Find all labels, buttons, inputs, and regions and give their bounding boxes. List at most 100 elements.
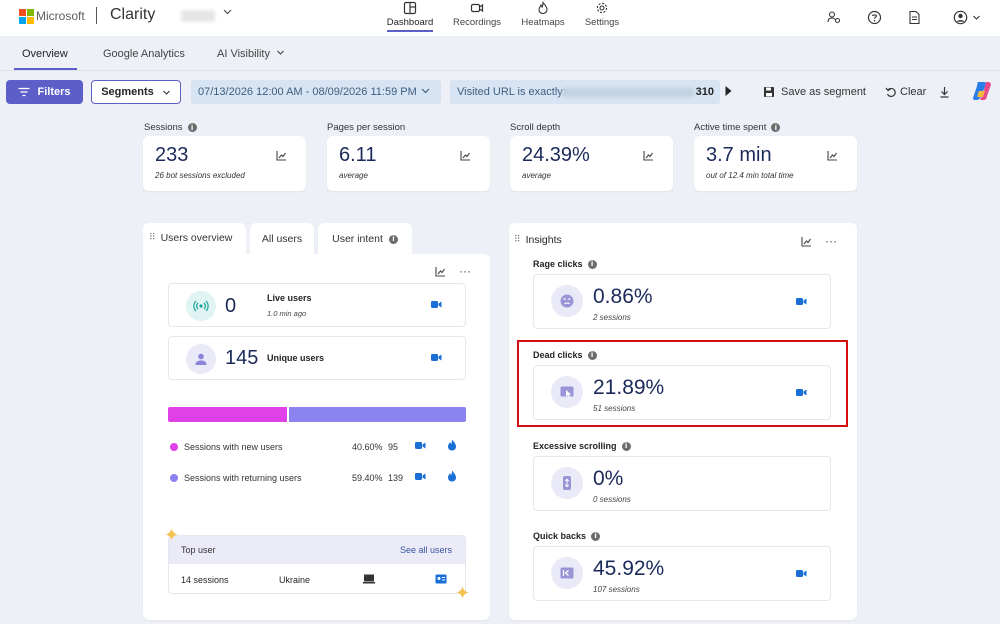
project-name-redacted[interactable] <box>181 10 215 22</box>
document-icon[interactable] <box>905 8 923 26</box>
url-redacted <box>562 88 694 97</box>
trend-chart-icon[interactable] <box>460 150 471 161</box>
tab-user-intent[interactable]: User intent i <box>318 223 412 255</box>
top-user-country: Ukraine <box>279 575 311 585</box>
insight-label-text: Rage clicks <box>533 259 583 269</box>
tab-all-users[interactable]: All users <box>250 223 314 255</box>
insight-value: 21.89% <box>593 376 665 399</box>
metric-scroll-sub: average <box>522 171 551 180</box>
contact-card-icon[interactable] <box>435 574 447 584</box>
metric-sessions-title: Sessions i <box>144 122 197 133</box>
insight-sessions: 0 sessions <box>593 495 631 504</box>
metric-card-pages-per-session: 6.11 average <box>327 136 490 191</box>
active-tab-indicator <box>14 68 77 70</box>
returning-users-bar[interactable] <box>288 407 466 422</box>
save-segment-button[interactable]: Save as segment <box>763 86 866 98</box>
brand-microsoft: Microsoft <box>36 9 85 23</box>
url-filter-chip[interactable]: Visited URL is exactly: 310 <box>450 80 720 104</box>
dashboard-icon <box>403 1 417 15</box>
see-all-users-link[interactable]: See all users <box>399 545 452 555</box>
trend-chart-icon[interactable] <box>801 236 812 247</box>
metric-card-scroll-depth: 24.39% average <box>510 136 673 191</box>
metric-sessions-value: 233 <box>155 144 189 166</box>
segments-button-label: Segments <box>101 86 154 98</box>
user-split-bar <box>168 407 466 422</box>
trend-chart-icon[interactable] <box>435 266 446 277</box>
project-chevron-down-icon[interactable] <box>222 6 233 20</box>
insight-value: 0% <box>593 467 624 490</box>
tab-google-analytics[interactable]: Google Analytics <box>103 48 185 60</box>
nav-recordings-label: Recordings <box>452 17 502 28</box>
chevron-down-icon <box>277 50 284 55</box>
trend-chart-icon[interactable] <box>643 150 654 161</box>
new-users-bar[interactable] <box>168 407 289 422</box>
people-settings-icon[interactable] <box>825 8 843 26</box>
segments-button[interactable]: Segments <box>91 80 181 104</box>
insight-value: 45.92% <box>593 557 665 580</box>
tab-overview[interactable]: Overview <box>22 48 68 60</box>
microsoft-logo-icon <box>19 9 34 24</box>
video-camera-icon <box>470 3 484 13</box>
clear-button[interactable]: Clear <box>885 86 926 98</box>
tab-users-overview[interactable]: ⠿ Users overview <box>143 223 246 255</box>
help-icon[interactable] <box>865 8 883 26</box>
info-icon[interactable]: i <box>771 123 781 132</box>
trend-chart-icon[interactable] <box>827 150 838 161</box>
insight-card-rage-clicks[interactable]: 0.86% 2 sessions <box>533 274 831 329</box>
nav-heatmaps[interactable]: Heatmaps <box>511 1 575 28</box>
video-camera-icon[interactable] <box>796 388 807 397</box>
nav-recordings[interactable]: Recordings <box>445 1 509 28</box>
download-icon[interactable] <box>939 86 950 98</box>
trend-chart-icon[interactable] <box>276 150 287 161</box>
tab-ai-visibility[interactable]: AI Visibility <box>217 48 285 60</box>
heatmap-flame-icon[interactable] <box>447 470 457 482</box>
more-options-icon[interactable]: ··· <box>825 234 837 248</box>
filters-button[interactable]: Filters <box>6 80 83 104</box>
drag-handle-icon[interactable]: ⠿ <box>514 235 521 245</box>
info-icon[interactable]: i <box>388 234 398 244</box>
insights-panel-tools: ··· <box>801 234 837 248</box>
segment-label: Sessions with new users <box>184 442 283 452</box>
metric-active-sub: out of 12.4 min total time <box>706 171 794 180</box>
insight-card-quick-backs[interactable]: 45.92% 107 sessions <box>533 546 831 601</box>
video-camera-icon[interactable] <box>415 472 426 481</box>
date-range-picker[interactable]: 07/13/2026 12:00 AM - 08/09/2026 11:59 P… <box>191 80 441 104</box>
video-camera-icon[interactable] <box>415 441 426 450</box>
info-icon[interactable]: i <box>621 441 631 451</box>
info-icon[interactable]: i <box>591 531 601 541</box>
insights-title: Insights <box>525 234 562 246</box>
nav-settings[interactable]: Settings <box>570 1 634 28</box>
video-camera-icon[interactable] <box>431 353 442 362</box>
more-options-icon[interactable]: ··· <box>459 264 471 278</box>
date-range-value: 07/13/2026 12:00 AM - 08/09/2026 11:59 P… <box>198 86 417 98</box>
top-bar: Microsoft Clarity Dashboard Recordings H… <box>0 0 1000 36</box>
flame-icon <box>538 1 548 15</box>
person-icon <box>186 344 216 374</box>
nav-dashboard[interactable]: Dashboard <box>378 1 442 32</box>
heatmap-flame-icon[interactable] <box>447 439 457 451</box>
metric-card-active-time: 3.7 min out of 12.4 min total time <box>694 136 857 191</box>
info-icon[interactable]: i <box>187 123 197 132</box>
video-camera-icon[interactable] <box>431 300 442 309</box>
info-icon[interactable]: i <box>587 350 597 360</box>
drag-handle-icon[interactable]: ⠿ <box>149 233 156 243</box>
undo-icon <box>885 87 896 98</box>
top-user-row[interactable]: 14 sessions Ukraine <box>169 564 465 593</box>
insight-card-excessive-scrolling[interactable]: 0% 0 sessions <box>533 456 831 511</box>
info-icon[interactable]: i <box>587 259 597 269</box>
chevron-down-icon <box>162 90 170 95</box>
video-camera-icon[interactable] <box>796 297 807 306</box>
save-segment-label: Save as segment <box>781 86 866 98</box>
live-users-card: 0 Live users 1.0 min ago <box>168 283 466 327</box>
insight-card-dead-clicks[interactable]: 21.89% 51 sessions <box>533 365 831 420</box>
video-camera-icon[interactable] <box>796 569 807 578</box>
insight-value: 0.86% <box>593 285 653 308</box>
metric-scroll-title: Scroll depth <box>510 122 560 133</box>
highlight-box <box>517 340 848 427</box>
account-icon[interactable] <box>953 8 985 26</box>
live-users-value: 0 <box>225 295 237 317</box>
segment-count: 95 <box>388 442 399 452</box>
play-icon[interactable] <box>724 84 733 98</box>
copilot-icon[interactable] <box>971 80 993 102</box>
tab-all-users-label: All users <box>261 233 303 245</box>
